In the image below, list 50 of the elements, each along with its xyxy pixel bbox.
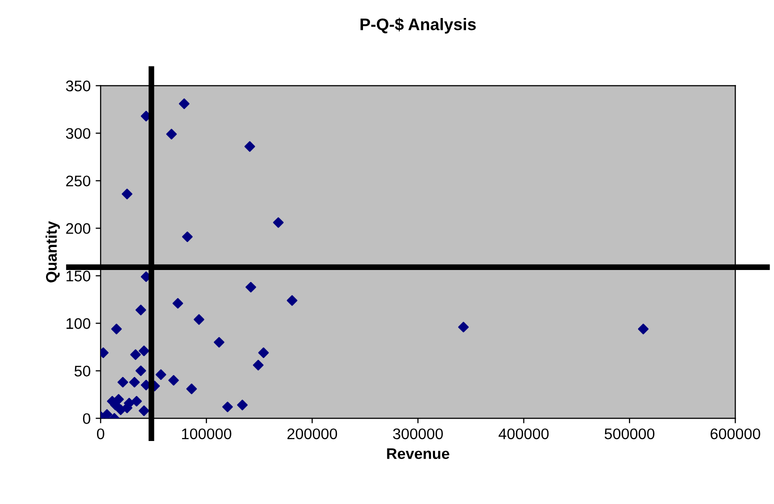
x-tick-label: 400000	[498, 428, 549, 440]
point	[182, 231, 193, 242]
point	[102, 409, 112, 418]
point	[172, 298, 184, 309]
y-tick-label: 100	[66, 318, 90, 329]
y-tick-label: 200	[66, 223, 90, 234]
y-tick-label: 350	[66, 80, 90, 92]
point	[286, 295, 298, 306]
point	[156, 369, 166, 380]
x-tick-label: 0	[96, 428, 104, 440]
point	[111, 324, 122, 334]
point	[118, 376, 128, 388]
point	[638, 324, 649, 334]
y-tick-label: 150	[66, 270, 90, 282]
point	[113, 394, 124, 405]
chart-title: P-Q-$ Analysis	[360, 18, 476, 34]
point	[186, 384, 197, 394]
y-axis-title: Quantity	[46, 221, 60, 282]
point	[122, 188, 132, 200]
point	[168, 375, 179, 386]
point	[273, 217, 284, 228]
point	[258, 347, 269, 358]
point	[130, 349, 141, 360]
point	[166, 128, 177, 140]
y-tick-label: 50	[74, 366, 90, 376]
x-tick-label: 500000	[604, 428, 654, 440]
y-tick-label: 0	[83, 413, 90, 424]
point	[214, 336, 224, 348]
point	[129, 376, 140, 388]
point	[178, 98, 190, 110]
point	[138, 346, 150, 356]
point	[458, 322, 469, 332]
y-tick-label: 250	[66, 176, 90, 186]
x-axis-title: Revenue	[387, 448, 450, 460]
point	[246, 282, 256, 292]
point	[136, 366, 146, 376]
point	[237, 400, 248, 410]
point	[222, 402, 233, 412]
x-tick-label: 100000	[182, 428, 232, 440]
y-tick-label: 300	[66, 128, 90, 139]
x-tick-label: 300000	[393, 428, 443, 440]
x-tick-label: 200000	[287, 428, 338, 440]
point	[131, 396, 142, 407]
point	[244, 141, 256, 152]
point	[136, 304, 146, 316]
point	[138, 405, 150, 416]
point	[124, 398, 134, 408]
point	[194, 314, 204, 325]
point	[252, 360, 264, 370]
x-tick-label: 600000	[710, 428, 760, 440]
